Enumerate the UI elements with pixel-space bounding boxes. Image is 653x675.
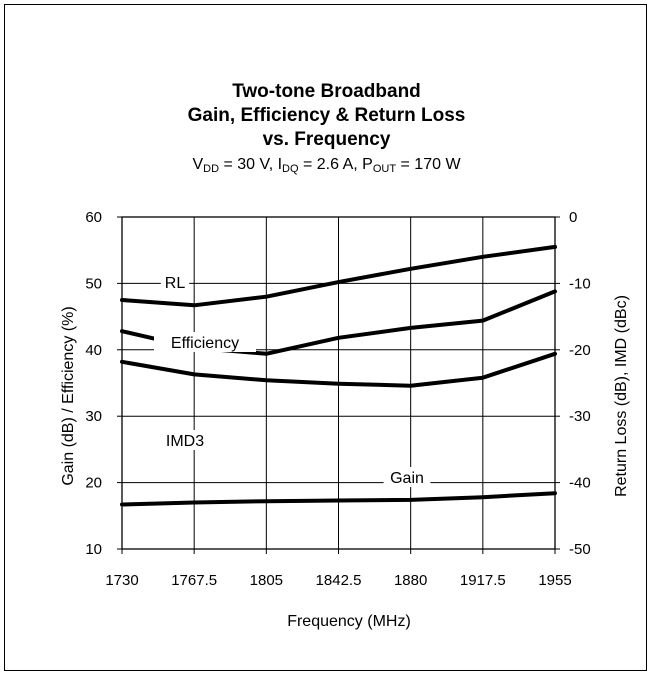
y-axis-left-title: Gain (dB) / Efficiency (%) bbox=[60, 306, 77, 485]
y-left-tick-label: 50 bbox=[85, 275, 102, 292]
y-right-tick-label: -50 bbox=[569, 541, 591, 558]
chart-title-line-2: Gain, Efficiency & Return Loss bbox=[187, 105, 466, 126]
chart-title-line-3: vs. Frequency bbox=[262, 129, 391, 150]
series-label-gain: Gain bbox=[390, 470, 424, 487]
tick-layer: 1730 1767.5 1805 1842.5 1880 1917.5 1955 10 20 30… bbox=[85, 209, 590, 589]
x-tick-label: 1767.5 bbox=[171, 572, 217, 589]
y-left-tick-label: 20 bbox=[85, 475, 102, 492]
subtitle-pout-value: = 170 W bbox=[396, 156, 461, 173]
y-left-tick-label: 10 bbox=[85, 541, 102, 558]
chart-title-block: Two-tone Broadband Gain, Efficiency & Re… bbox=[0, 80, 653, 180]
subtitle-pout-symbol: P bbox=[362, 156, 373, 173]
subtitle-vdd-symbol: V bbox=[192, 156, 204, 173]
series-line-rl bbox=[120, 244, 557, 308]
subtitle-pout-subscript: OUT bbox=[372, 163, 397, 175]
series-line-efficiency bbox=[120, 351, 557, 388]
series-label-background bbox=[161, 430, 209, 450]
chart-title-line-1: Two-tone Broadband bbox=[232, 81, 421, 102]
x-tick-label: 1805 bbox=[250, 572, 283, 589]
x-tick-label: 1917.5 bbox=[460, 572, 506, 589]
y-left-tick-label: 40 bbox=[85, 342, 102, 359]
x-tick-label: 1730 bbox=[105, 572, 138, 589]
y-left-tick-label: 60 bbox=[85, 209, 102, 226]
chart-frame bbox=[4, 4, 647, 671]
y-right-tick-label: -40 bbox=[569, 475, 591, 492]
subtitle-idq-value: = 2.6 A, bbox=[298, 156, 363, 173]
series-label-imd3: IMD3 bbox=[166, 433, 204, 450]
subtitle-vdd-subscript: DD bbox=[203, 163, 220, 175]
subtitle-vdd-value: = 30 V, bbox=[219, 156, 278, 173]
y-right-tick-label: -10 bbox=[569, 275, 591, 292]
chart-subtitle: VDD = 30 V, IDQ = 2.6 A, POUT = 170 W bbox=[0, 154, 653, 180]
y-right-tick-label: -30 bbox=[569, 408, 591, 425]
series-label-rl: RL bbox=[165, 275, 186, 292]
y-left-tick-label: 30 bbox=[85, 408, 102, 425]
x-tick-label: 1955 bbox=[538, 572, 571, 589]
y-right-tick-label: 0 bbox=[569, 209, 577, 226]
series-label-background bbox=[383, 467, 431, 487]
series-label-efficiency: Efficiency bbox=[171, 335, 239, 352]
series-line-gain bbox=[120, 491, 557, 507]
series-label-layer: RL Efficiency IMD3 Gain bbox=[154, 272, 431, 487]
series-label-background bbox=[154, 332, 256, 352]
series-label-background bbox=[160, 272, 190, 292]
subtitle-idq-subscript: DQ bbox=[282, 163, 299, 175]
y-right-tick-label: -20 bbox=[569, 342, 591, 359]
x-tick-label: 1842.5 bbox=[316, 572, 362, 589]
x-axis-title: Frequency (MHz) bbox=[287, 613, 411, 630]
subtitle-idq-symbol: I bbox=[277, 156, 283, 173]
x-tick-label: 1880 bbox=[394, 572, 427, 589]
y-axis-right-title: Return Loss (dB), IMD (dBc) bbox=[613, 295, 630, 497]
